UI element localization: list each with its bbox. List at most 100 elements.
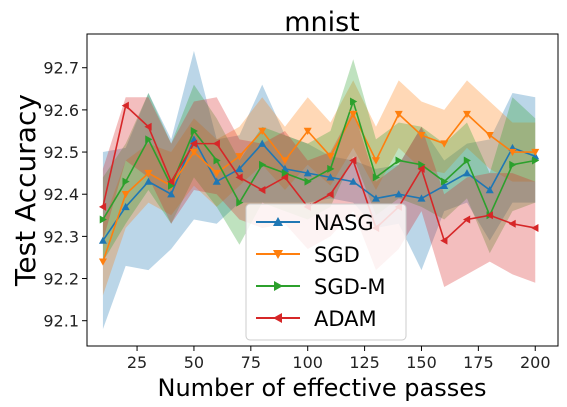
point-sgd-m — [395, 156, 403, 165]
point-adam — [531, 223, 539, 232]
chart-title: mnist — [284, 7, 360, 38]
point-sgd-m — [213, 156, 221, 165]
point-nasg — [258, 139, 267, 147]
point-adam — [349, 156, 357, 165]
point-nasg — [371, 194, 380, 202]
legend-marker — [273, 217, 283, 226]
y-axis-title: Test Accuracy — [9, 94, 42, 287]
legend-marker — [274, 281, 283, 291]
x-tick-label: 25 — [127, 353, 147, 372]
point-adam — [440, 236, 448, 245]
band-sgd-m — [102, 59, 536, 262]
point-sgd-m — [281, 169, 289, 178]
point-nasg — [394, 190, 403, 198]
point-nasg — [235, 164, 244, 173]
point-sgd-m — [350, 97, 358, 106]
point-sgd — [394, 110, 403, 119]
y-tick-label: 92.7 — [43, 59, 79, 78]
point-nasg — [440, 181, 449, 189]
y-tick-label: 92.4 — [43, 185, 79, 204]
point-adam — [485, 211, 493, 220]
point-sgd-m — [122, 177, 130, 186]
point-adam — [167, 177, 175, 186]
point-nasg — [303, 169, 312, 177]
point-sgd — [303, 127, 312, 135]
legend-box — [245, 203, 407, 341]
point-adam — [121, 101, 129, 110]
band-sgd — [102, 80, 536, 296]
point-nasg — [326, 173, 335, 181]
point-sgd — [144, 169, 153, 178]
point-sgd-m — [145, 135, 153, 144]
legend-marker — [273, 313, 282, 323]
band-adam — [102, 97, 536, 287]
point-sgd — [326, 153, 335, 161]
point-adam — [462, 215, 471, 224]
point-sgd-m — [259, 160, 267, 169]
point-sgd — [258, 127, 267, 135]
line-adam — [102, 104, 536, 243]
point-sgd — [462, 110, 471, 119]
point-adam — [212, 139, 220, 148]
point-sgd — [121, 191, 130, 199]
point-nasg — [485, 186, 494, 194]
point-nasg — [462, 169, 471, 177]
point-adam — [326, 190, 334, 199]
legend-marker — [273, 250, 283, 259]
x-tick-label: 175 — [463, 353, 494, 372]
plot-frame — [86, 33, 559, 347]
legend: NASG SGD SGD-M ADAM — [245, 203, 407, 341]
point-nasg — [144, 177, 153, 185]
point-adam — [508, 219, 516, 228]
series-markers — [98, 97, 540, 266]
point-sgd — [417, 131, 426, 140]
x-tick-label: 125 — [349, 353, 380, 372]
point-sgd — [485, 131, 494, 140]
point-sgd-m — [304, 177, 312, 186]
point-sgd — [508, 148, 517, 157]
point-adam — [417, 164, 425, 173]
point-sgd — [440, 140, 449, 148]
point-sgd — [349, 110, 358, 119]
point-nasg — [167, 190, 176, 198]
y-axis: 92.1 92.2 92.3 92.4 92.5 92.6 92.7 — [43, 59, 87, 331]
y-tick-label: 92.6 — [43, 101, 79, 120]
y-tick-label: 92.2 — [43, 270, 79, 289]
legend-label: SGD — [314, 243, 360, 267]
y-tick-label: 92.5 — [43, 143, 79, 162]
point-nasg — [121, 202, 130, 211]
y-tick-label: 92.3 — [43, 227, 79, 246]
x-tick-label: 75 — [241, 353, 261, 372]
point-nasg — [212, 177, 221, 185]
point-nasg — [349, 177, 358, 185]
point-sgd-m — [167, 181, 176, 190]
line-sgd — [102, 112, 536, 262]
point-sgd — [371, 157, 380, 165]
point-adam — [258, 186, 266, 194]
point-adam — [189, 139, 198, 148]
point-sgd-m — [236, 198, 244, 207]
x-tick-label: 150 — [406, 353, 437, 372]
x-axis: 25 50 75 100 125 150 175 200 — [127, 346, 551, 372]
legend-label: NASG — [314, 211, 374, 235]
point-sgd-m — [418, 160, 426, 169]
point-sgd-m — [372, 173, 380, 182]
point-adam — [235, 173, 243, 182]
y-tick-label: 92.1 — [43, 312, 79, 331]
point-sgd — [280, 157, 289, 165]
point-sgd-m — [509, 160, 517, 169]
series-lines — [102, 98, 536, 262]
point-sgd-m — [190, 126, 198, 135]
point-adam — [144, 122, 152, 131]
x-tick-label: 50 — [184, 353, 204, 372]
point-sgd-m — [463, 156, 471, 165]
point-adam — [280, 173, 289, 182]
point-sgd-m — [441, 177, 449, 186]
legend-label: SGD-M — [314, 275, 385, 299]
point-sgd — [98, 258, 107, 266]
point-sgd-m — [99, 215, 107, 224]
point-sgd-m — [532, 156, 540, 165]
x-tick-label: 200 — [520, 353, 551, 372]
band-nasg — [102, 50, 536, 330]
